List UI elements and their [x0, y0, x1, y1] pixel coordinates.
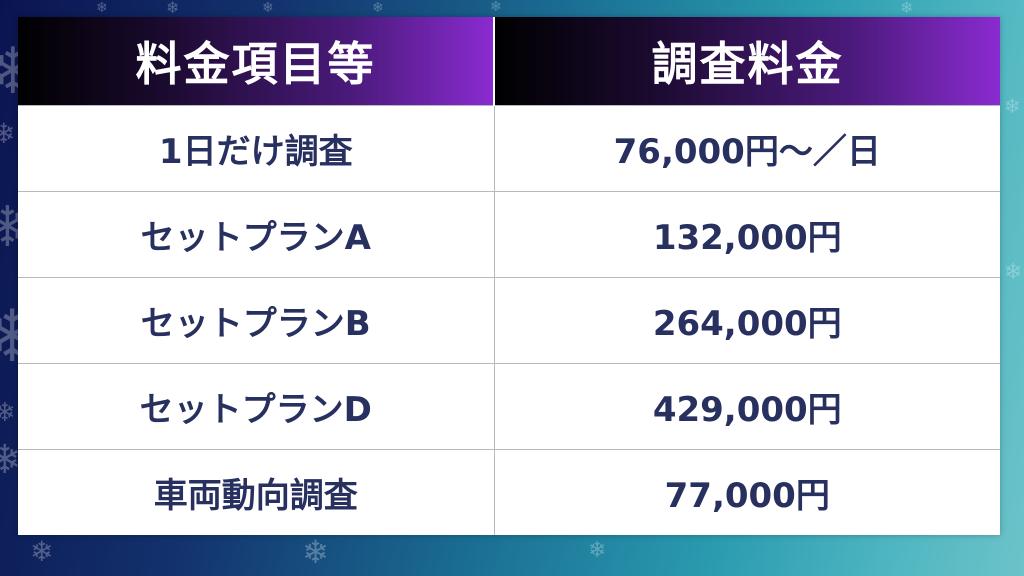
table-row: 1日だけ調査 76,000円～／日 [18, 104, 1000, 191]
header-fee: 調査料金 [494, 17, 1000, 105]
item-cell: 車両動向調査 [18, 448, 495, 535]
table-row: 車両動向調査 77,000円 [18, 448, 1000, 535]
item-cell: セットプランB [18, 276, 495, 363]
snowflake-icon: ❄ [302, 533, 329, 571]
snowflake-icon: ❄ [96, 0, 108, 16]
item-cell: セットプランD [18, 362, 495, 449]
fee-cell: 77,000円 [494, 448, 1000, 535]
fee-cell: 264,000円 [494, 276, 1000, 363]
table-row: セットプランD 429,000円 [18, 362, 1000, 449]
header-item: 料金項目等 [18, 17, 495, 105]
table-row: セットプランA 132,000円 [18, 190, 1000, 277]
snowflake-icon: ❄ [372, 0, 384, 16]
snowflake-icon: ❄ [30, 535, 54, 568]
snowflake-icon: ❄ [0, 437, 22, 483]
fee-cell: 76,000円～／日 [494, 104, 1000, 191]
snowflake-icon: ❄ [490, 0, 502, 15]
table-header-row: 料金項目等 調査料金 [18, 17, 1000, 105]
pricing-table-container: 料金項目等 調査料金 1日だけ調査 76,000円～／日 セットプランA 132… [18, 17, 1000, 535]
snowflake-icon: ❄ [0, 117, 16, 150]
item-cell: 1日だけ調査 [18, 104, 495, 191]
snowflake-icon: ❄ [0, 398, 16, 428]
snowflake-icon: ❄ [900, 0, 914, 17]
snowflake-icon: ❄ [1004, 260, 1023, 285]
snowflake-icon: ❄ [588, 538, 607, 563]
snowflake-icon: ❄ [262, 0, 274, 16]
snowflake-icon: ❄ [166, 0, 180, 17]
pricing-table: 料金項目等 調査料金 1日だけ調査 76,000円～／日 セットプランA 132… [18, 17, 1000, 535]
fee-cell: 132,000円 [494, 190, 1000, 277]
snowflake-icon: ❄ [1004, 94, 1021, 118]
item-cell: セットプランA [18, 190, 495, 277]
fee-cell: 429,000円 [494, 362, 1000, 449]
table-row: セットプランB 264,000円 [18, 276, 1000, 363]
